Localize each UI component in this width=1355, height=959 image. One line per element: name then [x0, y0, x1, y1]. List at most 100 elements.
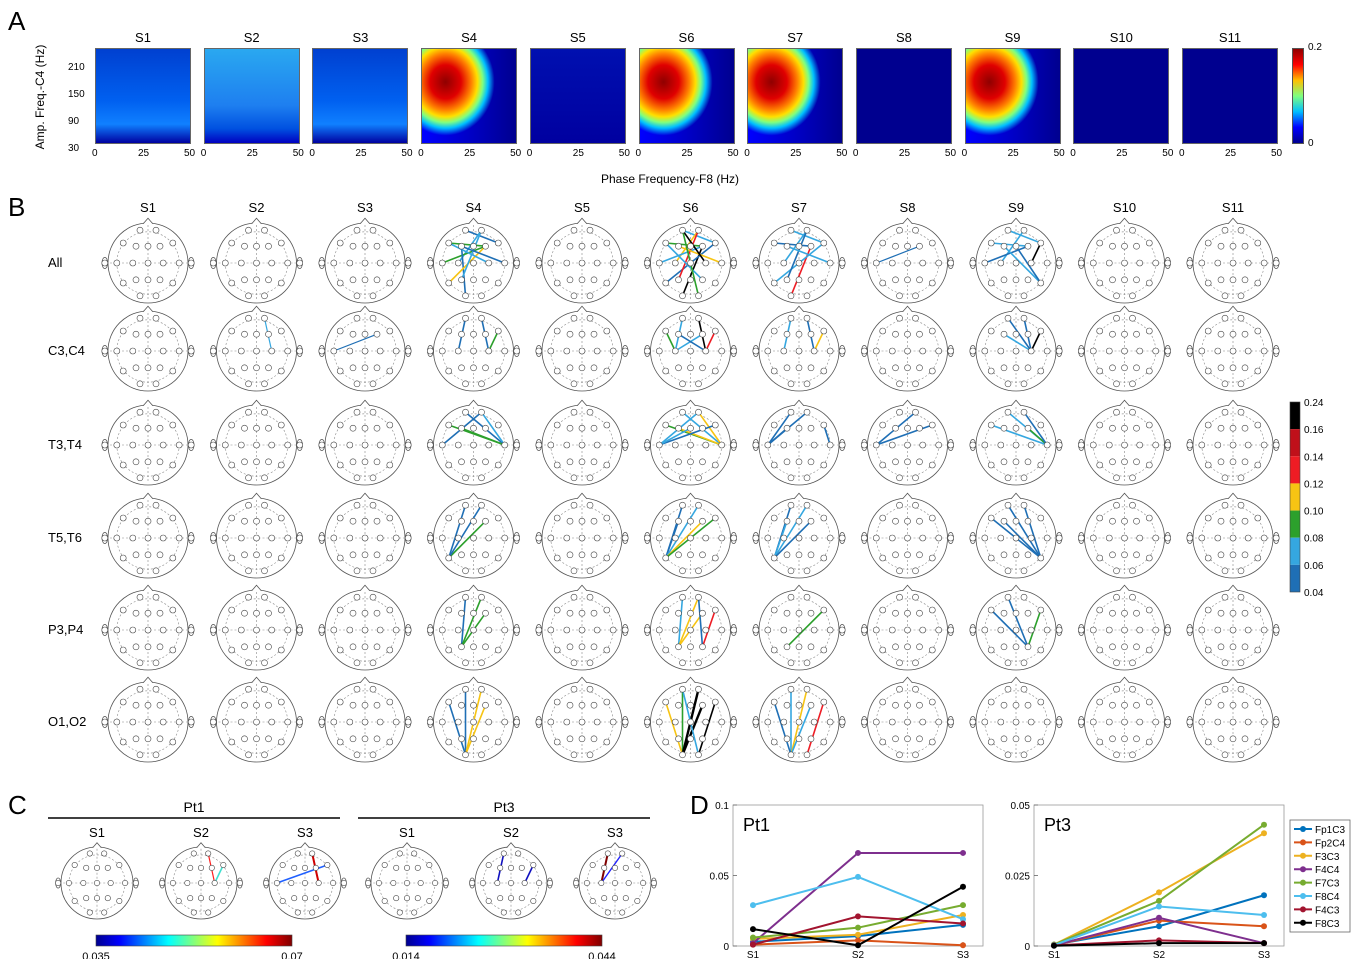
- electrode: [1129, 501, 1136, 509]
- electrode: [1012, 534, 1020, 542]
- electrode: [336, 421, 344, 429]
- electrode: [1113, 685, 1120, 693]
- electrode: [386, 421, 394, 429]
- heatmap-title: S5: [569, 30, 586, 45]
- electrode: [1037, 239, 1045, 247]
- colorbar: [95, 934, 293, 947]
- electrode: [892, 643, 899, 651]
- electrode: [1113, 751, 1120, 759]
- electrode: [780, 259, 788, 267]
- electrode: [783, 458, 791, 466]
- electrode: [879, 646, 887, 654]
- electrode: [361, 626, 369, 634]
- electrode: [169, 327, 177, 335]
- electrode: [872, 347, 880, 355]
- electrode: [361, 701, 369, 709]
- electrode: [578, 626, 586, 634]
- electrode: [1012, 364, 1020, 372]
- electrode: [228, 514, 235, 522]
- electrode: [593, 534, 601, 542]
- electrode: [404, 347, 412, 355]
- electrode: [879, 514, 887, 522]
- scalp-map: [318, 584, 412, 671]
- electrode: [253, 701, 260, 709]
- electrode: [1000, 517, 1008, 525]
- connection-line: [790, 229, 825, 244]
- electrode: [619, 909, 626, 916]
- electrode: [445, 514, 453, 522]
- electrode: [152, 567, 160, 575]
- electrode: [482, 424, 489, 432]
- connection-line: [447, 504, 467, 559]
- heatmap: [855, 48, 952, 144]
- electrode: [820, 327, 828, 335]
- electrode: [1000, 330, 1008, 338]
- electrode: [655, 259, 663, 267]
- electrode: [770, 239, 778, 247]
- electrode: [787, 751, 795, 759]
- connection-line: [767, 411, 792, 446]
- electrode: [919, 718, 927, 726]
- electrode: [132, 330, 140, 338]
- connection-line: [664, 330, 677, 352]
- connection-line: [823, 424, 831, 446]
- electrode: [353, 314, 361, 322]
- electrode: [586, 593, 594, 601]
- electrode: [1078, 534, 1085, 542]
- electrode: [783, 609, 791, 617]
- electrode: [1012, 517, 1020, 525]
- data-point: [960, 942, 966, 949]
- electrode: [169, 461, 177, 469]
- electrode: [826, 626, 834, 634]
- electrode: [904, 364, 911, 372]
- electrode: [454, 347, 462, 355]
- electrode: [625, 880, 632, 887]
- electrode: [369, 408, 377, 416]
- x-tick-label: 50: [1053, 148, 1065, 159]
- electrode: [1133, 701, 1140, 709]
- electrode: [458, 458, 465, 466]
- electrode: [296, 534, 304, 542]
- data-point: [1261, 830, 1267, 837]
- scalp-map: [573, 842, 657, 920]
- electrode: [1136, 626, 1143, 634]
- connection-line: [447, 701, 467, 756]
- scalp-map: [752, 399, 846, 486]
- electrode: [349, 424, 357, 432]
- electrode: [1090, 347, 1097, 355]
- electrode: [253, 330, 260, 338]
- connection-line: [1007, 229, 1042, 244]
- electrode: [1146, 646, 1153, 654]
- scalp-map: [1186, 492, 1280, 579]
- electrode: [253, 534, 260, 542]
- x-tick-label: 0: [744, 148, 750, 159]
- electrode: [589, 898, 596, 905]
- electrode: [152, 751, 160, 759]
- electrode: [879, 738, 887, 746]
- electrode: [336, 554, 344, 562]
- electrode: [458, 517, 465, 525]
- connection-line: [1027, 427, 1048, 446]
- electrode: [268, 626, 276, 634]
- electrode: [699, 551, 706, 559]
- electrode: [535, 534, 543, 542]
- electrode: [245, 314, 252, 322]
- electrode: [643, 718, 651, 726]
- electrode: [795, 701, 803, 709]
- electrode: [699, 330, 706, 338]
- electrode: [175, 862, 182, 869]
- electrode: [1217, 643, 1225, 651]
- panel-a-colorbar-min: 0: [1308, 138, 1314, 149]
- electrode: [916, 458, 923, 466]
- heatmap-title: S6: [678, 30, 695, 45]
- electrode: [928, 554, 936, 562]
- electrode: [935, 626, 943, 634]
- electrode: [752, 534, 760, 542]
- electrode: [1254, 421, 1262, 429]
- electrode: [787, 593, 795, 601]
- electrode: [132, 551, 140, 559]
- electrode: [119, 554, 127, 562]
- electrode: [454, 534, 462, 542]
- x-tick-label: 50: [618, 148, 630, 159]
- electrode: [1204, 738, 1212, 746]
